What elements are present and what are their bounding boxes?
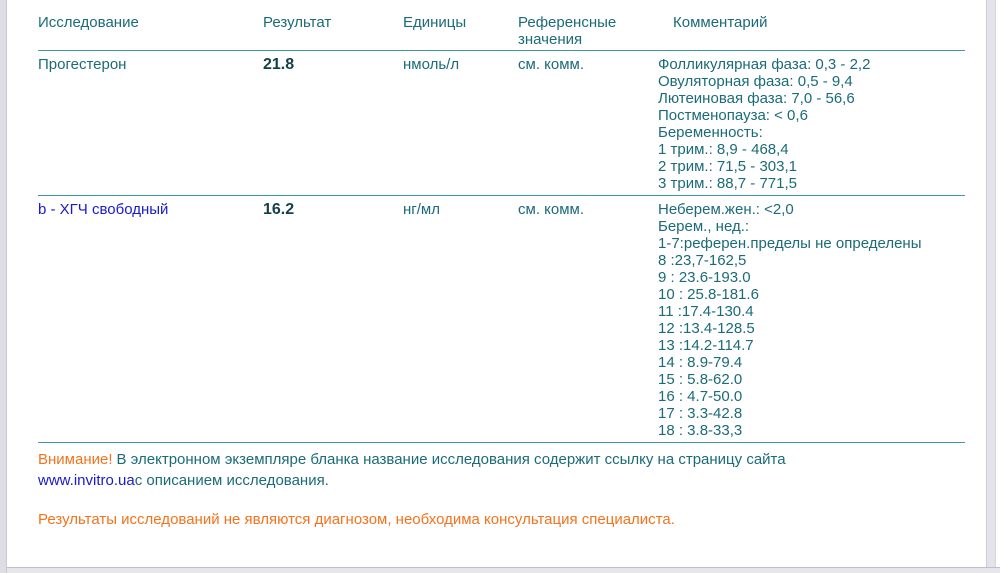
table-header-row: Исследование Результат Единицы Референсн… [38, 8, 965, 51]
vertical-scrollbar-track[interactable] [986, 0, 996, 573]
column-header-result: Результат [263, 14, 332, 31]
site-link-line: www.invitro.uaс описанием исследования. [38, 470, 965, 491]
comment-line: Беременность: [658, 124, 763, 141]
comment-line: 1 трим.: 8,9 - 468,4 [658, 141, 789, 158]
comment-line: 13 :14.2-114.7 [658, 337, 754, 354]
reference-value: см. комм. [518, 56, 585, 73]
comment-line: Фолликулярная фаза: 0,3 - 2,2 [658, 56, 871, 73]
comment-block: Неберем.жен.: <2,0 Берем., нед.: 1-7:рефер… [658, 201, 965, 439]
invitro-site-link[interactable]: www.invitro.ua [38, 472, 135, 489]
comment-line: 1-7:референ.пределы не определены [658, 235, 922, 252]
result-value: 16.2 [263, 201, 295, 218]
results-table: Исследование Результат Единицы Референсн… [38, 8, 965, 443]
study-name-progesterone[interactable]: Прогестерон [38, 56, 127, 73]
comment-line: 11 :17.4-130.4 [658, 303, 754, 320]
comment-line: 2 трим.: 71,5 - 303,1 [658, 158, 797, 175]
site-link-suffix: с описанием исследования. [134, 472, 329, 489]
comment-line: 17 : 3.3-42.8 [658, 405, 743, 422]
disclaimer-text: Результаты исследований не являются диаг… [38, 511, 675, 528]
comment-line: 18 : 3.8-33,3 [658, 422, 743, 439]
table-row: b - ХГЧ свободный 16.2 нг/мл см. комм. Н… [38, 196, 965, 443]
column-header-study: Исследование [38, 14, 139, 31]
column-header-comment: Комментарий [673, 14, 768, 31]
comment-line: Берем., нед.: [658, 218, 750, 235]
footer-notices: Внимание! В электронном экземпляре бланка… [38, 449, 965, 530]
table-row: Прогестерон 21.8 нмоль/л см. комм. Фолли… [38, 51, 965, 196]
comment-block: Фолликулярная фаза: 0,3 - 2,2 Овуляторная… [658, 56, 965, 192]
column-header-reference: Референсные значения [518, 14, 658, 48]
comment-line: 3 трим.: 88,7 - 771,5 [658, 175, 797, 192]
report-content: Исследование Результат Единицы Референсн… [38, 8, 965, 530]
attention-label: Внимание! [38, 451, 113, 468]
comment-line: Овуляторная фаза: 0,5 - 9,4 [658, 73, 853, 90]
column-header-units: Единицы [403, 14, 467, 31]
window-left-border [0, 0, 7, 573]
comment-line: 10 : 25.8-181.6 [658, 286, 759, 303]
comment-line: 15 : 5.8-62.0 [658, 371, 743, 388]
units-value: нмоль/л [403, 56, 460, 73]
comment-line: Неберем.жен.: <2,0 [658, 201, 794, 218]
attention-line: Внимание! В электронном экземпляре бланка… [38, 449, 965, 470]
comment-line: 14 : 8.9-79.4 [658, 354, 743, 371]
units-value: нг/мл [403, 201, 440, 218]
comment-line: 16 : 4.7-50.0 [658, 388, 743, 405]
comment-line: 8 :23,7-162,5 [658, 252, 747, 269]
result-value: 21.8 [263, 56, 295, 73]
comment-line: Лютеиновая фаза: 7,0 - 56,6 [658, 90, 855, 107]
study-name-hcg-link[interactable]: b - ХГЧ свободный [38, 201, 169, 218]
attention-text: В электронном экземпляре бланка название… [116, 451, 786, 468]
comment-line: 9 : 23.6-193.0 [658, 269, 751, 286]
reference-value: см. комм. [518, 201, 585, 218]
column-header-reference-label: Референсные значения [518, 14, 617, 48]
comment-line: 12 :13.4-128.5 [658, 320, 755, 337]
horizontal-scrollbar-track[interactable] [7, 567, 1000, 573]
comment-line: Постменопауза: < 0,6 [658, 107, 808, 124]
